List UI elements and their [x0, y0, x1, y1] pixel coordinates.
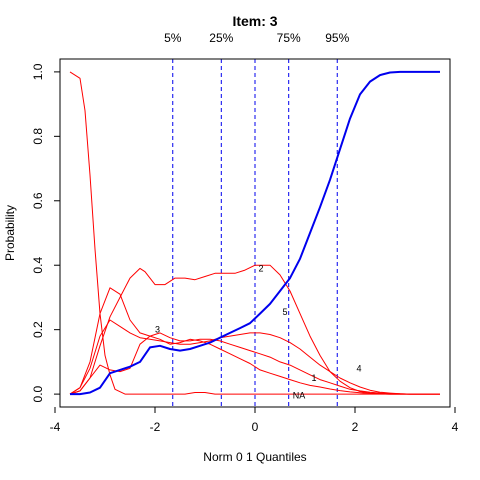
- curve-label: 5: [282, 307, 287, 317]
- series-lines: [69, 70, 440, 396]
- y-tick-label: 1.0: [31, 63, 45, 80]
- y-tick-label: 0.0: [31, 385, 45, 402]
- x-tick-label: 0: [252, 420, 259, 434]
- chart-title: Item: 3: [232, 13, 277, 29]
- x-tick-label: -2: [150, 420, 161, 434]
- quantile-label: 95%: [325, 31, 349, 45]
- y-tick-label: 0.6: [31, 192, 45, 209]
- curve-label: 3: [155, 325, 160, 335]
- series-line-1: [69, 287, 440, 395]
- x-tick-label: -4: [50, 420, 61, 434]
- quantile-label: 25%: [209, 31, 233, 45]
- y-tick-label: 0.4: [31, 257, 45, 274]
- x-tick-label: 2: [352, 420, 359, 434]
- quantile-label: 5%: [164, 31, 182, 45]
- curve-label: NA: [293, 391, 306, 401]
- quantile-label: 75%: [277, 31, 301, 45]
- series-line-3: [70, 70, 440, 396]
- quantile-lines: [172, 59, 338, 407]
- curve-label: 2: [258, 263, 263, 273]
- curve-label: 4: [356, 363, 361, 373]
- series-line-4: [69, 332, 440, 395]
- x-tick-label: 4: [452, 420, 459, 434]
- series-line-NA: [69, 71, 440, 395]
- y-axis: 0.0 0.2 0.4 0.6 0.8 1.0: [31, 63, 60, 402]
- x-axis: -4 -2 0 2 4: [50, 407, 459, 434]
- x-axis-label: Norm 0 1 Quantiles: [203, 450, 306, 464]
- y-tick-label: 0.8: [31, 128, 45, 145]
- quantile-labels: 5% 25% 75% 95%: [164, 31, 350, 45]
- series-line-5: [69, 319, 440, 395]
- curve-label: 1: [311, 373, 316, 383]
- y-tick-label: 0.2: [31, 321, 45, 338]
- curve-labels: 3 2 5 1 4 NA: [155, 263, 362, 400]
- y-axis-label: Probability: [3, 205, 17, 261]
